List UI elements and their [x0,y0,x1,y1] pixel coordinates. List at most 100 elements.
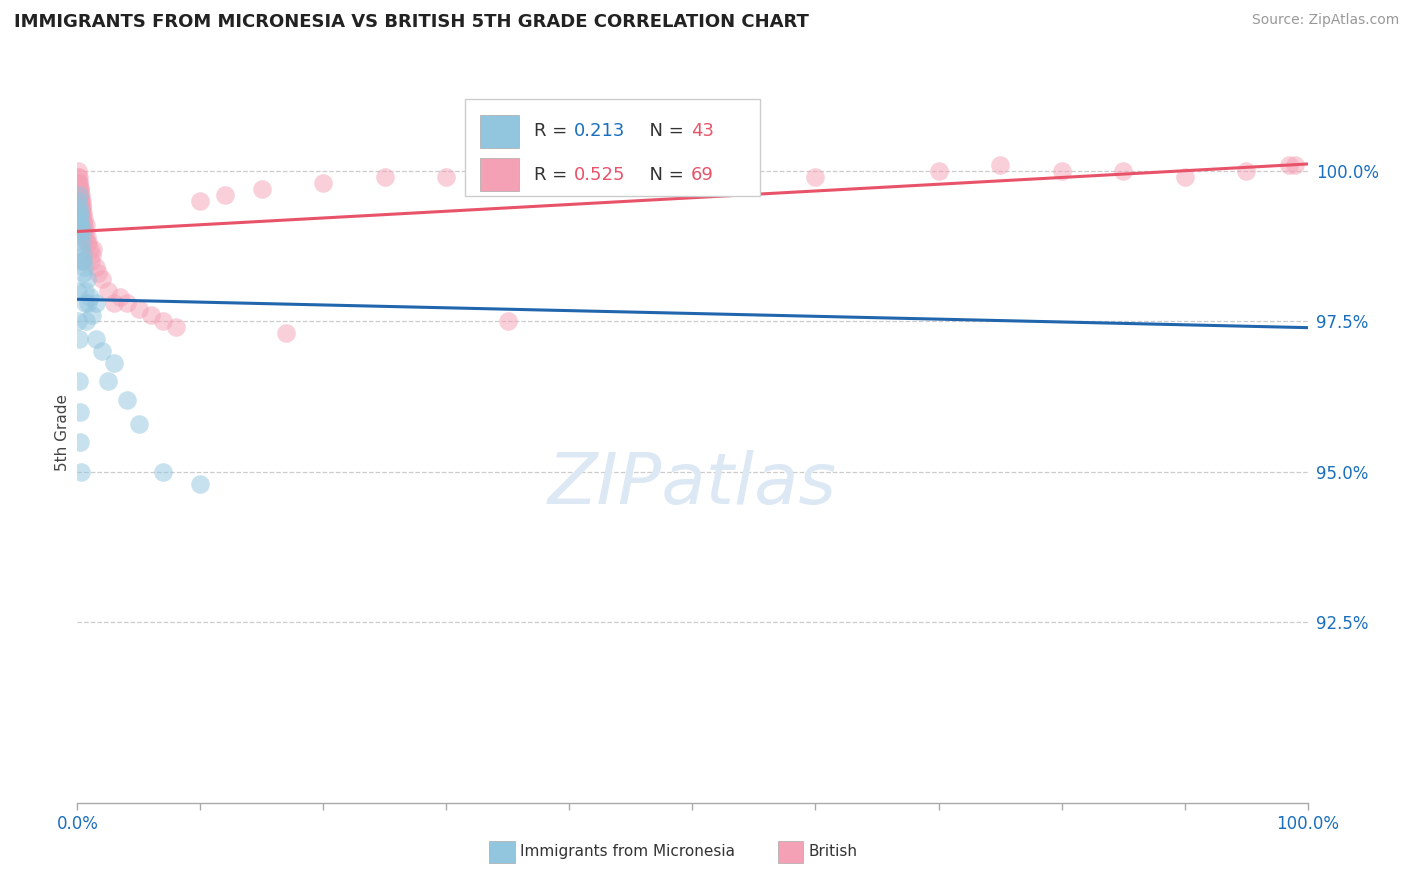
Point [75,218,97,232]
Point [82,242,104,256]
Point [84,332,107,346]
Point [188,476,212,491]
Point [312,176,335,190]
Text: Immigrants from Micronesia: Immigrants from Micronesia [520,845,735,859]
Text: IMMIGRANTS FROM MICRONESIA VS BRITISH 5TH GRADE CORRELATION CHART: IMMIGRANTS FROM MICRONESIA VS BRITISH 5T… [14,13,808,31]
Text: 43: 43 [692,122,714,140]
Point [70,211,93,226]
Point [82,248,104,262]
Point [70,465,93,479]
Point [1050,163,1073,178]
Point [115,392,138,407]
Point [70,254,93,268]
Point [80,254,103,268]
Point [558,163,581,178]
Point [72,224,94,238]
Point [70,218,93,232]
Text: N =: N = [638,166,690,184]
Point [69,187,91,202]
Point [75,230,97,244]
Point [69,404,91,418]
Point [165,320,187,334]
Point [1234,163,1257,178]
Point [72,254,94,268]
Point [141,308,163,322]
Point [110,290,132,304]
Point [70,194,93,208]
Point [152,314,174,328]
Point [79,242,101,256]
Point [73,211,96,226]
Point [75,314,97,328]
Point [1284,158,1306,172]
Text: Source: ZipAtlas.com: Source: ZipAtlas.com [1251,13,1399,28]
Point [67,194,90,208]
Point [87,266,110,280]
Point [69,194,91,208]
Point [79,290,101,304]
Point [73,224,96,238]
Point [73,296,96,310]
Point [72,206,94,220]
Text: R =: R = [534,166,572,184]
Point [69,200,91,214]
Point [69,211,91,226]
Point [70,242,93,256]
Point [250,182,273,196]
Point [70,194,93,208]
Point [69,230,91,244]
Point [67,206,90,220]
Point [276,326,298,341]
Point [72,266,94,280]
Bar [479,158,519,191]
Point [67,176,90,190]
Point [73,218,96,232]
Text: 69: 69 [692,166,714,184]
Point [67,332,90,346]
Point [72,248,94,262]
Point [66,211,89,226]
Point [67,314,90,328]
Point [103,356,125,370]
Bar [465,99,761,195]
Point [90,272,114,286]
Point [84,260,107,274]
Point [67,187,90,202]
Text: 0.213: 0.213 [575,122,626,140]
Point [128,417,150,431]
Point [188,194,212,208]
Point [70,206,93,220]
Point [69,434,91,449]
Point [77,296,100,310]
Point [67,187,90,202]
Point [76,272,98,286]
Point [67,163,90,178]
Text: R =: R = [534,122,572,140]
Text: British: British [808,845,858,859]
Point [90,344,114,359]
Point [69,194,91,208]
Point [69,224,91,238]
Point [72,254,94,268]
Point [69,182,91,196]
Point [67,200,90,214]
Point [67,182,90,196]
Point [436,169,458,184]
Point [1112,163,1135,178]
Point [928,163,950,178]
Point [1174,169,1197,184]
Point [70,211,93,226]
Point [67,375,90,389]
Point [97,375,120,389]
Point [67,169,90,184]
Point [70,224,93,238]
Point [496,314,519,328]
Point [128,302,150,317]
Point [682,163,704,178]
Point [115,296,138,310]
Point [214,187,236,202]
Point [69,182,91,196]
Point [70,206,93,220]
Point [988,158,1011,172]
Point [804,169,827,184]
